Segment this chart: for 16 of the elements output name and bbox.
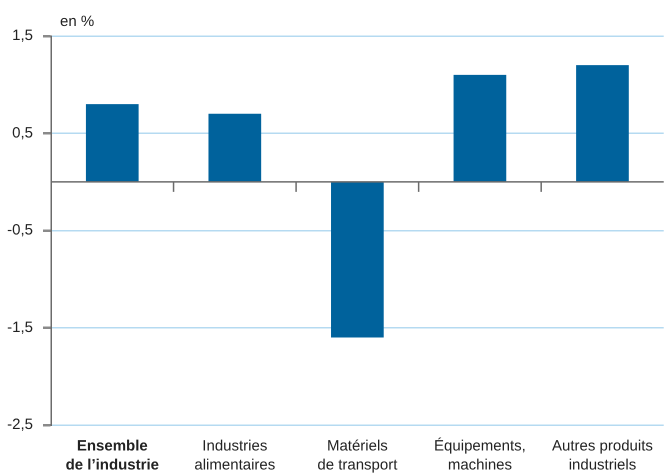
y-axis-title: en %	[60, 13, 94, 30]
bar	[86, 104, 139, 182]
y-tick-label: 1,5	[12, 27, 33, 44]
bar	[454, 74, 506, 182]
x-tick-label: Matériels de transport	[317, 438, 398, 474]
y-tick-label: -1,5	[7, 318, 33, 336]
bar	[576, 65, 629, 182]
x-tick-label: Ensemble de l’industrie	[66, 438, 159, 474]
y-tick-label: -2,5	[7, 416, 33, 434]
y-tick-label: 0,5	[12, 124, 33, 142]
x-tick-label: Équipements, machines	[434, 436, 526, 474]
y-tick-label: -0,5	[7, 222, 33, 239]
bar	[208, 114, 262, 182]
x-tick-label: Industries alimentaires	[194, 438, 276, 474]
x-tick-label: Autres produits industriels	[552, 438, 653, 474]
bar	[331, 182, 384, 338]
